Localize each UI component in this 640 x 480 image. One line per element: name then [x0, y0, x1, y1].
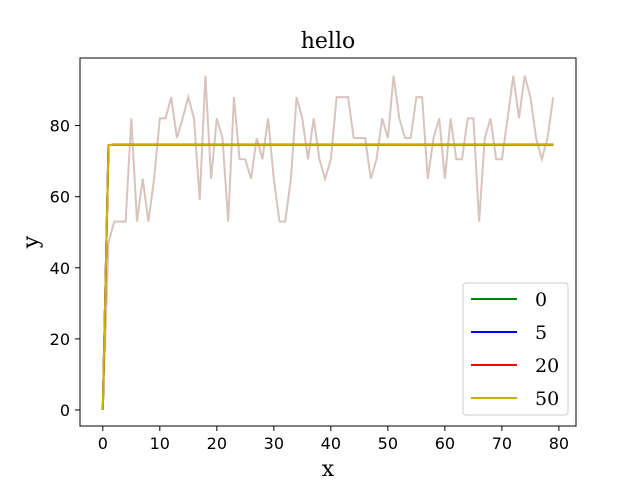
x-tick-label: 0	[98, 434, 108, 453]
raw-data-layer	[101, 75, 555, 411]
legend-label-20: 20	[535, 355, 559, 377]
raw-data-line	[101, 75, 555, 411]
legend: 0 5 20 50	[462, 282, 569, 416]
y-tick-label: 0	[60, 401, 70, 420]
y-tick-label: 20	[50, 330, 70, 349]
legend-label-5: 5	[535, 322, 547, 344]
series-layer	[101, 143, 554, 411]
y-tick-label: 80	[50, 117, 70, 136]
legend-items: 0 5 20 50	[471, 289, 559, 410]
x-tick-label: 70	[492, 434, 512, 453]
chart-title: hello	[301, 29, 356, 54]
x-axis-ticks: 0 10 20 30 40 50 60 70 80	[98, 426, 569, 453]
y-tick-label: 60	[50, 188, 70, 207]
y-axis-ticks: 0 20 40 60 80	[50, 117, 80, 420]
y-tick-label: 40	[50, 259, 70, 278]
x-axis-label: x	[322, 457, 335, 480]
x-tick-label: 50	[378, 434, 398, 453]
legend-label-0: 0	[535, 289, 547, 311]
series-line-50	[101, 143, 554, 411]
plot-frame	[79, 57, 577, 427]
x-tick-label: 30	[264, 434, 284, 453]
x-tick-label: 10	[150, 434, 170, 453]
legend-label-50: 50	[535, 388, 559, 410]
x-tick-label: 60	[435, 434, 455, 453]
x-tick-label: 20	[207, 434, 227, 453]
legend-box	[462, 282, 569, 416]
x-tick-label: 40	[321, 434, 341, 453]
y-axis-label: y	[19, 235, 44, 249]
x-tick-label: 80	[549, 434, 569, 453]
